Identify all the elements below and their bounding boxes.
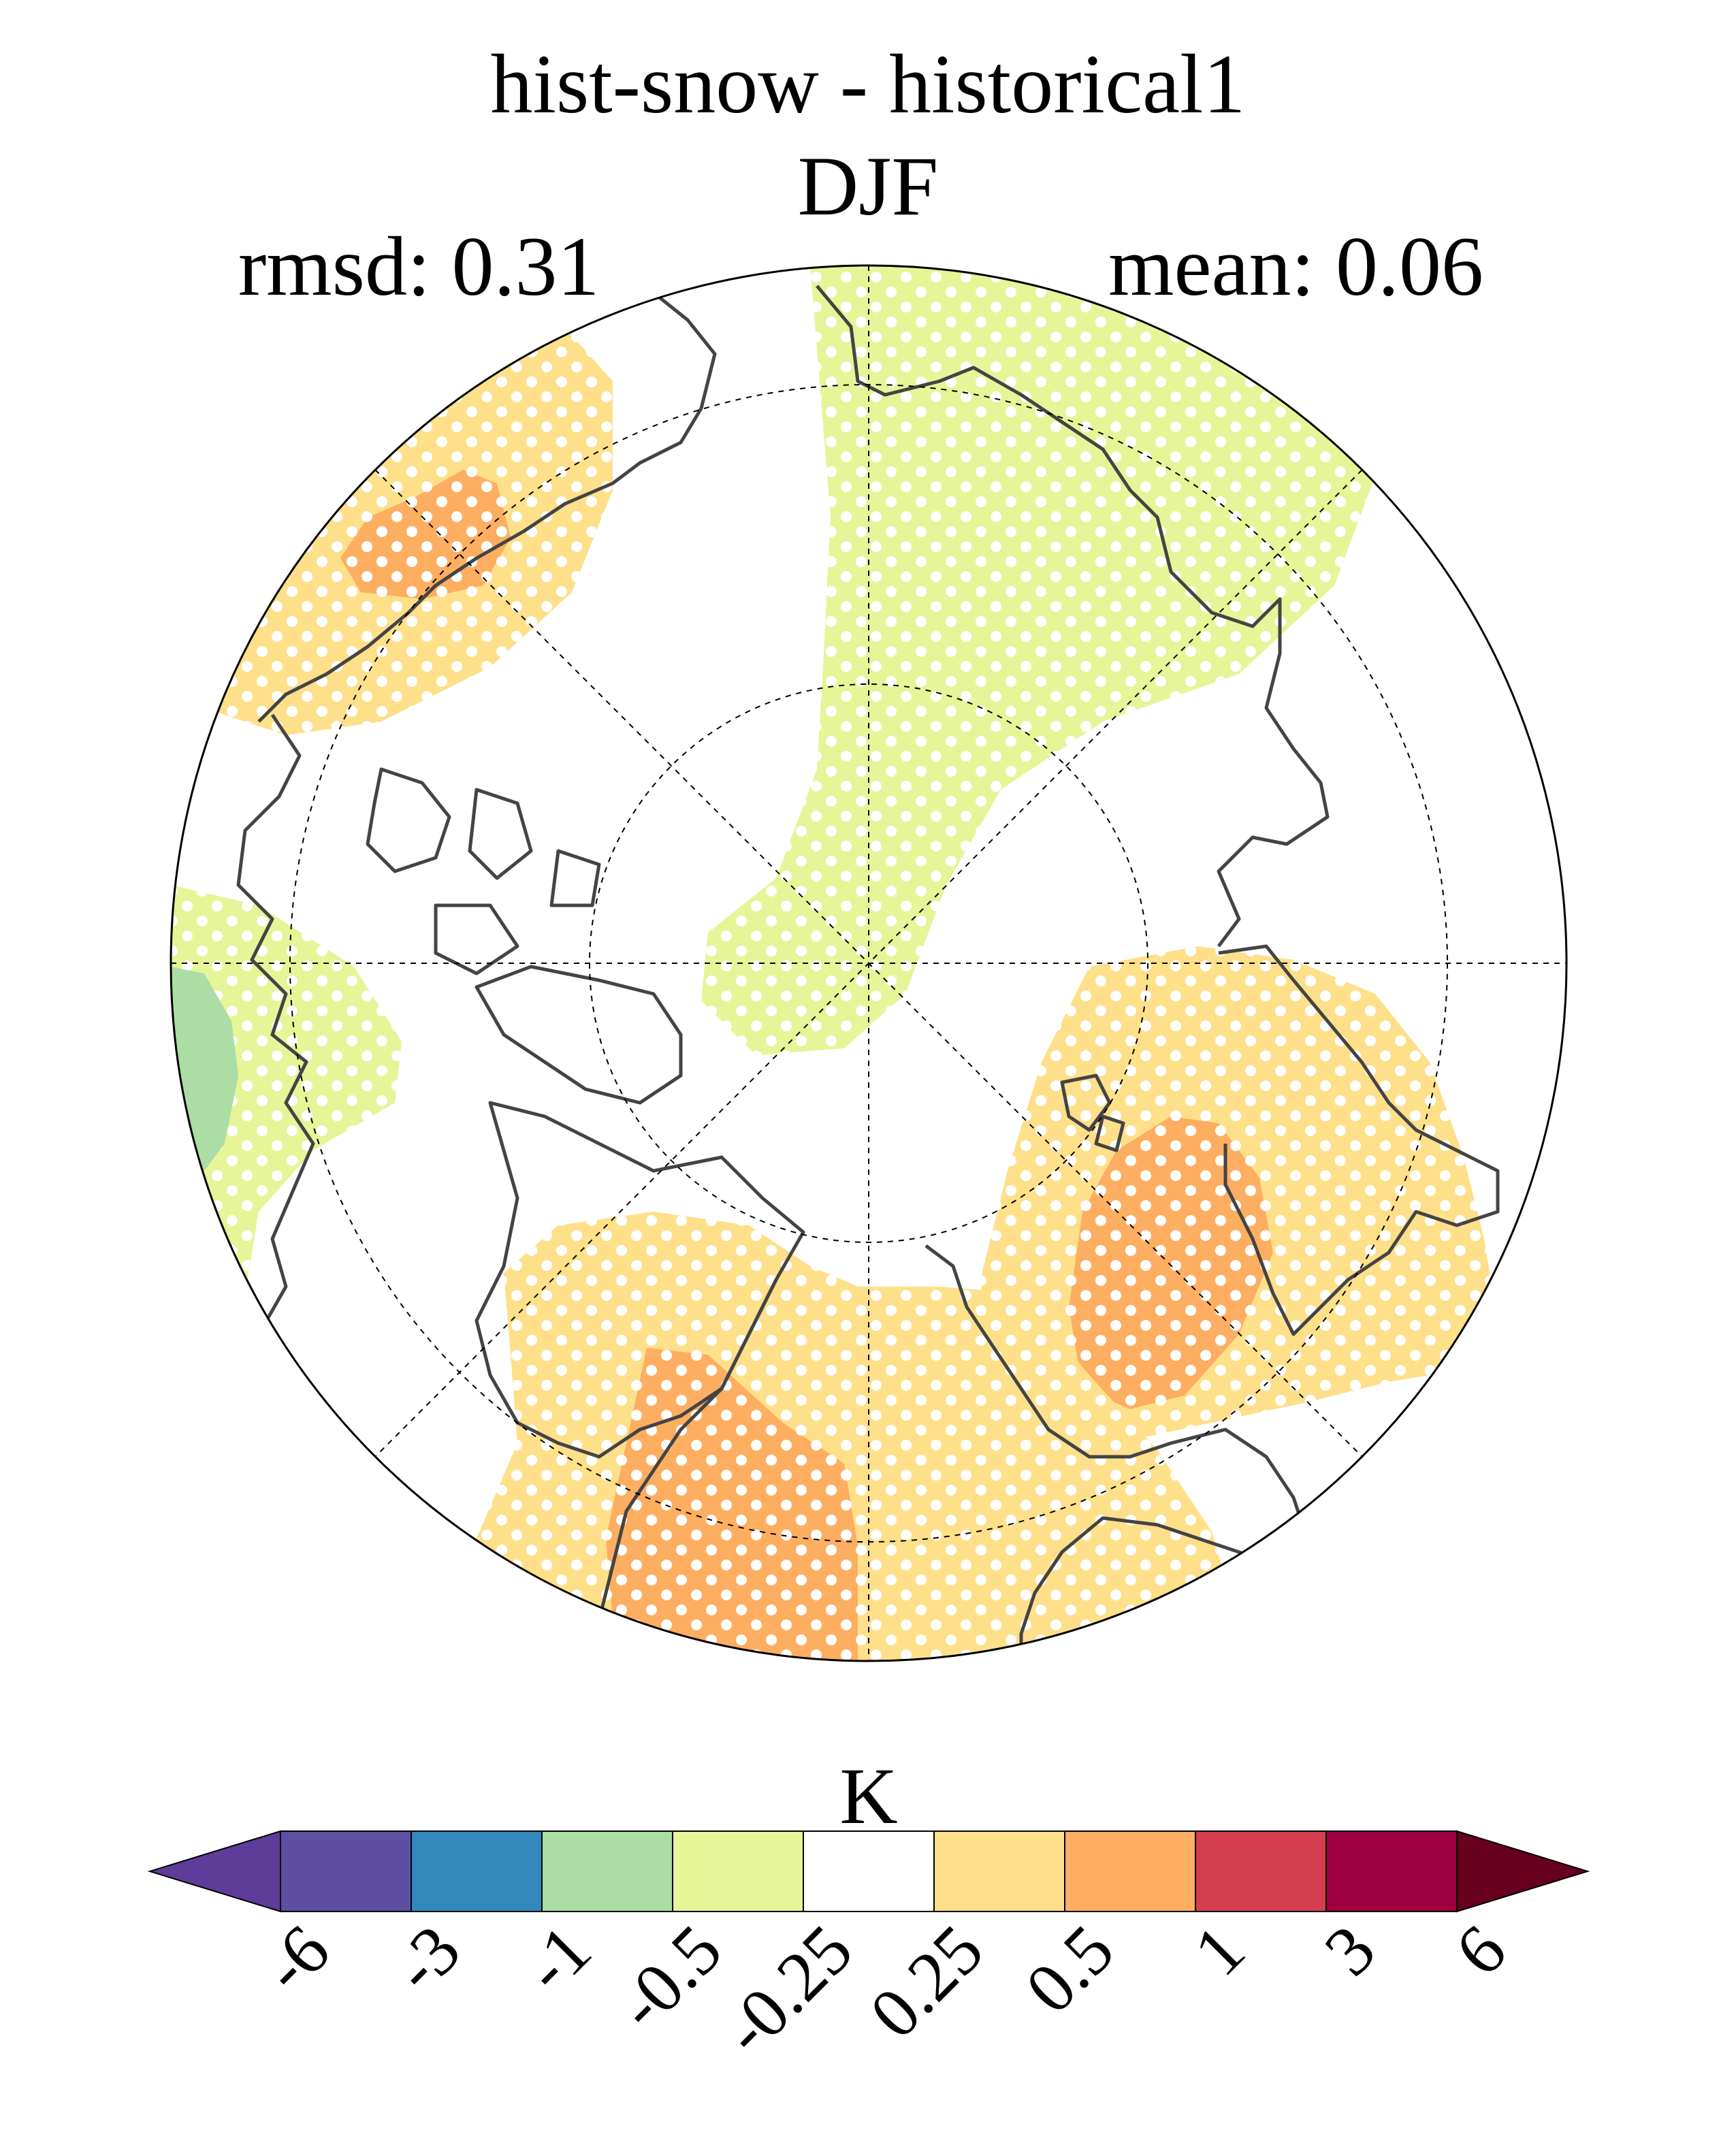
colorbar-boxes — [147, 1830, 1590, 1913]
coastline-greenland — [475, 965, 805, 1459]
colorbar-extend-low — [147, 1830, 281, 1913]
colorbar-tick-label: -0.5 — [602, 1910, 737, 2045]
colorbar-box — [933, 1830, 1065, 1912]
hatch-siberia — [701, 265, 1375, 1055]
polar-map — [170, 264, 1568, 1662]
colorbar-box — [1325, 1830, 1458, 1912]
colorbar-tick-label: -6 — [247, 1910, 344, 2007]
coastline-scandinavia — [1218, 944, 1500, 1336]
coastline-alaska — [257, 291, 717, 723]
mean-stat: mean: 0.06 — [1108, 220, 1483, 313]
colorbar-tick-label: -3 — [378, 1910, 475, 2007]
title-line-1: hist-snow - historical1 — [490, 37, 1246, 131]
colorbar-tick-label: 0.5 — [1011, 1910, 1129, 2028]
colorbar-box — [541, 1830, 673, 1912]
colorbar-tick-label: -0.25 — [708, 1910, 868, 2070]
meridian-diagonal-2 — [374, 469, 1363, 1457]
coastline-canada-north — [223, 713, 315, 1390]
colorbar-tick-label: -1 — [509, 1910, 606, 2007]
hatch-scandinavia-core — [1069, 1116, 1273, 1409]
colorbar-box — [803, 1830, 935, 1912]
hatch-west-edge — [171, 885, 402, 1334]
colorbar-box — [672, 1830, 804, 1912]
colorbar-box — [411, 1830, 543, 1912]
map-boundary — [170, 264, 1568, 1662]
coastline-labrador — [583, 1278, 778, 1661]
colorbar-tick-label: 1 — [1179, 1910, 1259, 1990]
colorbar-label: K — [839, 1752, 897, 1841]
colorbar-box — [1195, 1830, 1327, 1912]
colorbar-tick-label: 0.25 — [855, 1910, 998, 2053]
coastline-siberia — [816, 285, 1330, 948]
hatch-labrador-core — [606, 1348, 858, 1661]
rmsd-stat: rmsd: 0.31 — [238, 220, 600, 313]
colorbar-box — [280, 1830, 412, 1912]
coastline-europe — [925, 1244, 1309, 1661]
graticule — [171, 265, 1566, 1661]
colorbar-tick-label: 6 — [1441, 1910, 1521, 1990]
colorbar-tick-labels: -6 -3 -1-0.5-0.250.25 0.5 1 3 6 — [247, 1910, 1521, 2070]
title-line-2: DJF — [797, 140, 939, 233]
hatch-gulf-alaska-core — [340, 470, 511, 599]
coastline-svalbard — [1060, 1074, 1125, 1152]
coastline-archipelago — [366, 767, 601, 975]
colorbar-tick-label: 3 — [1310, 1910, 1390, 1990]
colorbar-extend-high — [1456, 1830, 1590, 1913]
coastlines — [223, 285, 1500, 1661]
colorbar-box — [1064, 1830, 1196, 1912]
